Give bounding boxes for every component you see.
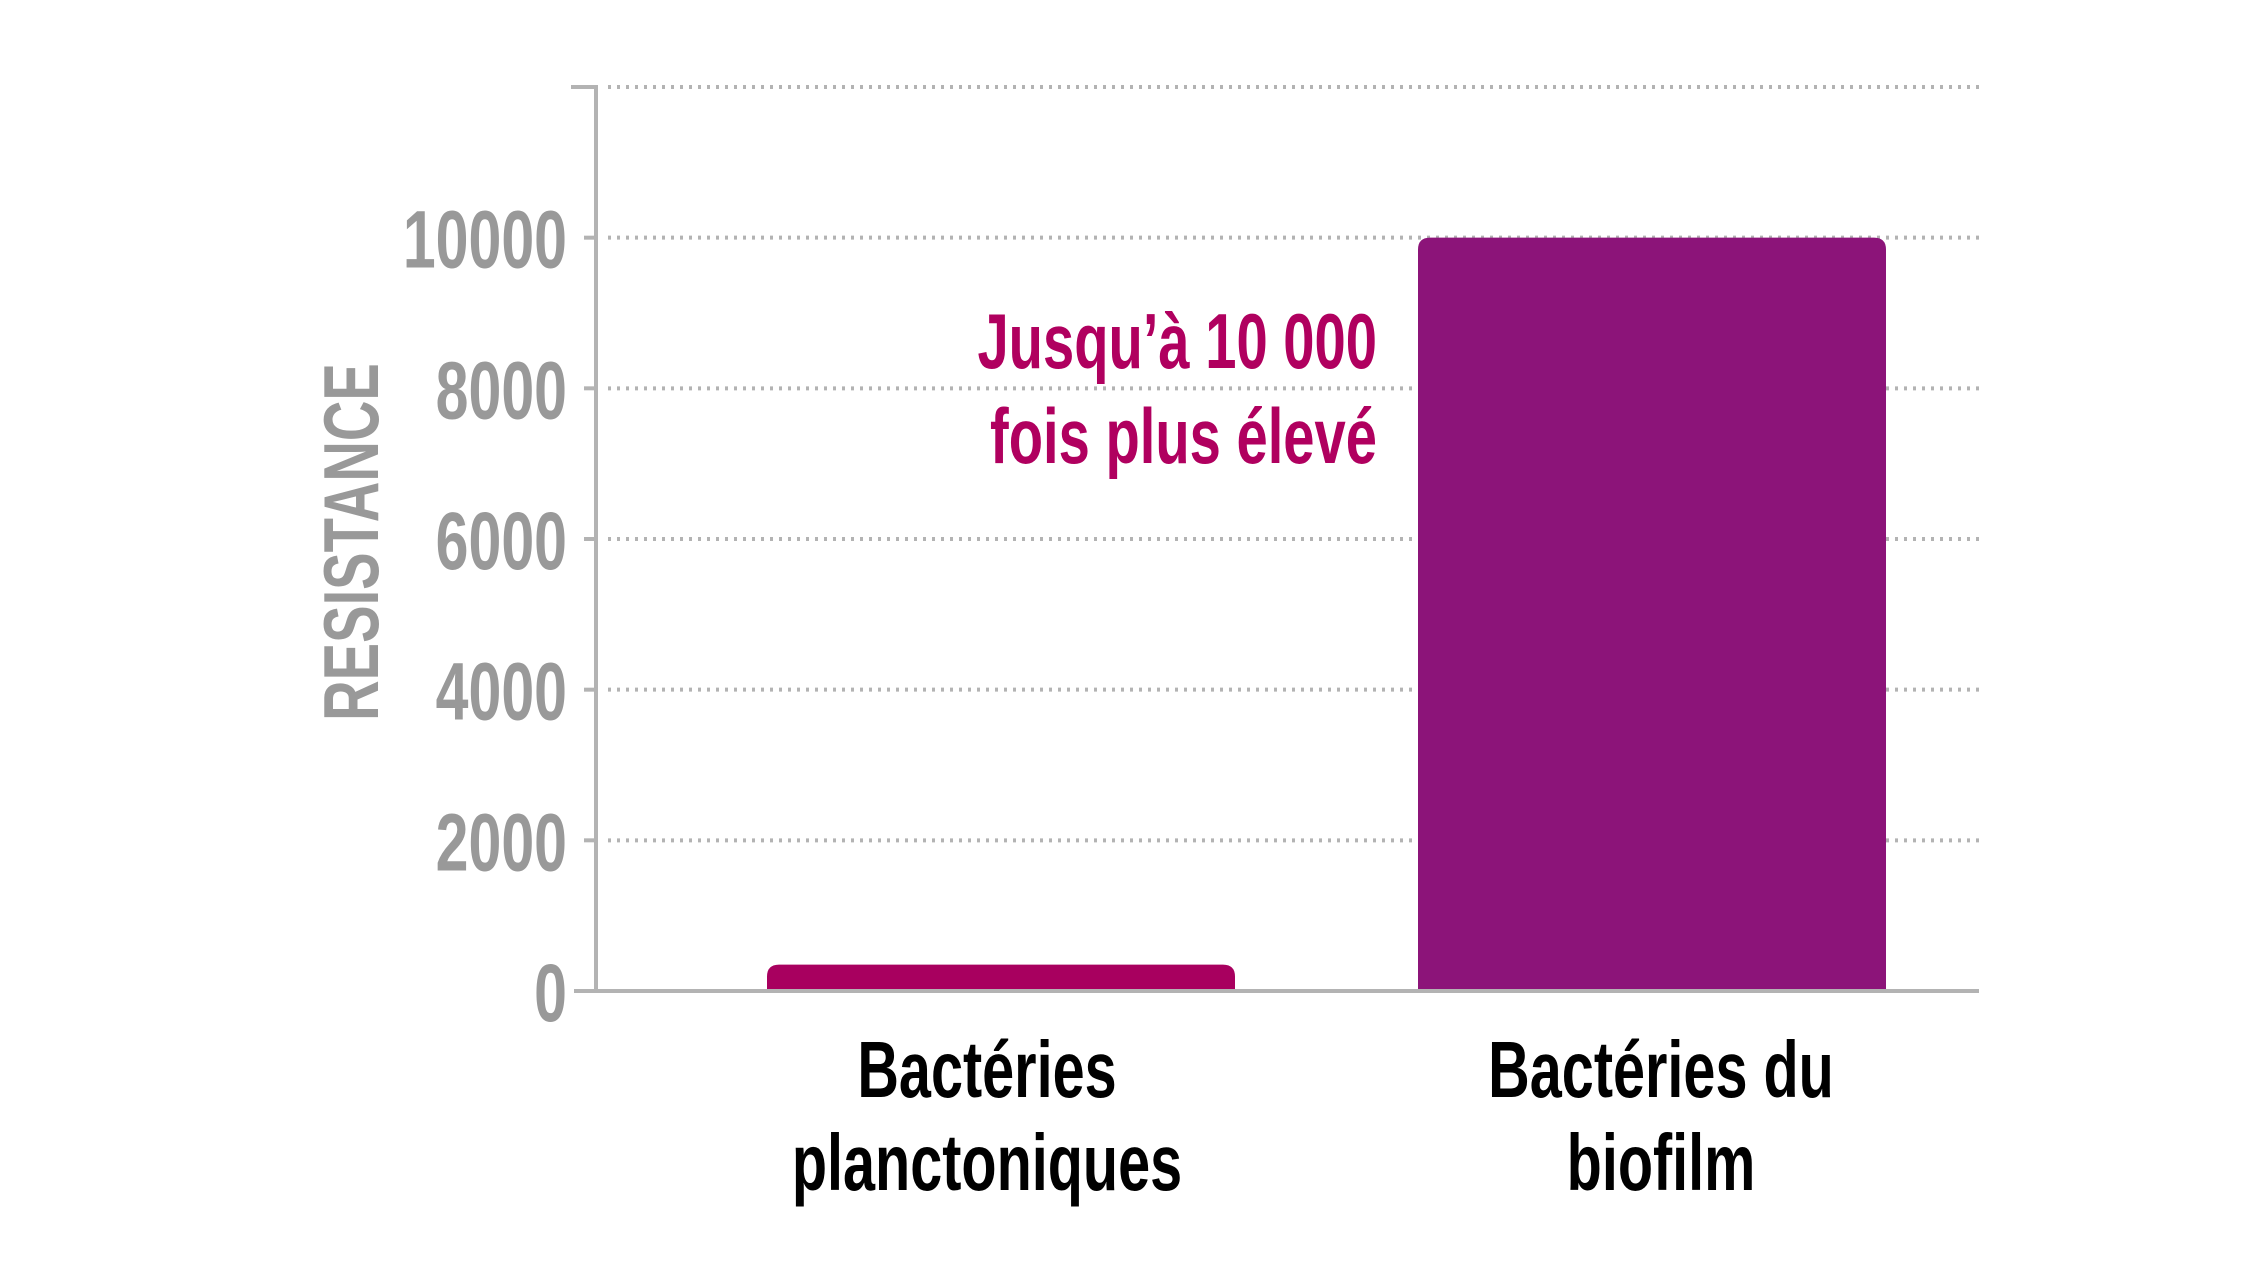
category-label-2-line-2: biofilm — [1567, 1118, 1756, 1208]
category-label-1-line-1: Bactéries — [857, 1025, 1116, 1115]
x-category-labels: Bactéries planctoniques Bactéries du bio… — [792, 1025, 1834, 1208]
bar-2 — [1418, 237, 1886, 991]
gridlines — [608, 85, 1979, 843]
bar-1 — [767, 964, 1235, 991]
y-tick-label: 10000 — [403, 194, 567, 286]
annotation-line-2: fois plus élevé — [990, 393, 1377, 480]
annotation-line-1: Jusqu’à 10 000 — [977, 298, 1377, 385]
category-label-2-line-1: Bactéries du — [1488, 1025, 1834, 1115]
y-axis-label: RESISTANCE — [308, 363, 395, 721]
category-label-1-line-2: planctoniques — [792, 1118, 1182, 1208]
y-tick-label: 8000 — [436, 345, 567, 437]
y-tick-labels: 0 2000 4000 6000 8000 10000 — [403, 194, 567, 1039]
bars — [767, 237, 1886, 991]
axes — [571, 85, 1979, 993]
annotation: Jusqu’à 10 000 fois plus élevé — [977, 298, 1377, 480]
y-tick-label: 2000 — [436, 797, 567, 889]
y-tick-label: 6000 — [436, 496, 567, 588]
y-tick-label: 0 — [534, 948, 567, 1040]
y-tick-label: 4000 — [436, 646, 567, 738]
